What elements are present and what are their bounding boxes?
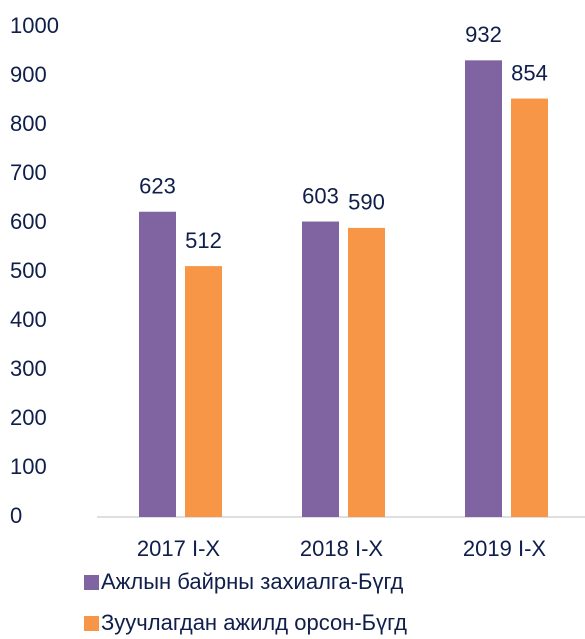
y-tick-label: 0 xyxy=(10,503,22,528)
y-tick-label: 400 xyxy=(10,307,47,332)
data-label: 590 xyxy=(348,190,385,215)
bar xyxy=(302,221,339,517)
y-tick-label: 900 xyxy=(10,62,47,87)
bar xyxy=(185,266,222,517)
y-tick-label: 1000 xyxy=(10,13,59,38)
x-tick-label: 2017 I-X xyxy=(137,536,220,561)
y-tick-label: 300 xyxy=(10,356,47,381)
bar xyxy=(139,211,176,518)
legend-swatch xyxy=(84,575,99,590)
legend-label: Зуучлагдан ажилд орсон-Бүгд xyxy=(101,610,407,635)
y-tick-label: 500 xyxy=(10,258,47,283)
bar xyxy=(348,227,385,517)
data-label: 512 xyxy=(185,228,222,253)
y-tick-label: 700 xyxy=(10,160,47,185)
y-tick-label: 200 xyxy=(10,405,47,430)
data-label: 603 xyxy=(302,183,339,208)
data-label: 854 xyxy=(511,60,548,85)
legend-label: Ажлын байрны захиалга-Бүгд xyxy=(101,569,403,594)
y-tick-label: 600 xyxy=(10,209,47,234)
y-tick-label: 100 xyxy=(10,454,47,479)
data-label: 623 xyxy=(139,174,176,199)
data-label: 932 xyxy=(465,22,502,47)
bar xyxy=(511,98,548,517)
legend-swatch xyxy=(84,616,99,631)
y-tick-label: 800 xyxy=(10,111,47,136)
bar xyxy=(465,60,502,517)
x-tick-label: 2019 I-X xyxy=(463,536,546,561)
x-tick-label: 2018 I-X xyxy=(300,536,383,561)
